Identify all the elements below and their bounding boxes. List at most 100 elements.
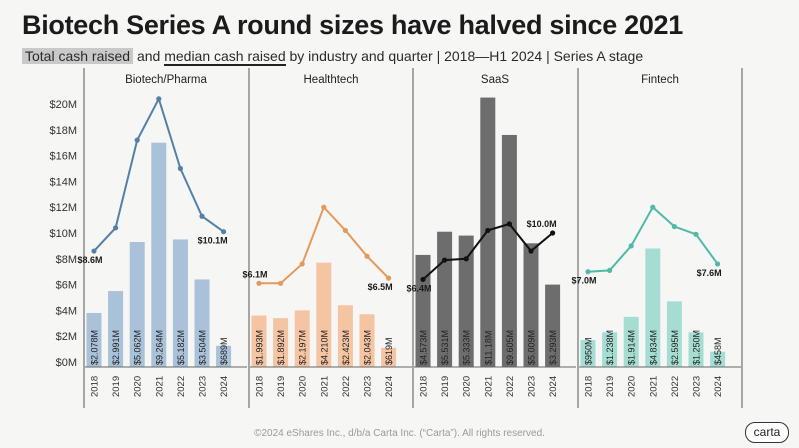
bar <box>415 254 431 367</box>
bar <box>437 231 453 367</box>
panel-title: Biotech/Pharma <box>125 74 207 86</box>
x-tick-label: 2021 <box>319 376 330 397</box>
bar <box>458 235 474 367</box>
bar-value-label: $2.991M <box>111 330 121 365</box>
bar-value-label: $1.914M <box>627 330 637 365</box>
x-tick-label: 2020 <box>627 376 638 397</box>
panel-title: Healthtech <box>304 74 359 86</box>
bar-value-label: $1.238M <box>605 330 615 365</box>
bar-value-label: $2.423M <box>341 330 351 365</box>
chart-title: Biotech Series A round sizes have halved… <box>22 10 683 40</box>
x-tick-label: 2018 <box>584 376 595 397</box>
median-point <box>715 261 721 267</box>
y-tick-label: $12M <box>49 202 77 214</box>
x-tick-label: 2024 <box>384 376 395 397</box>
x-tick-label: 2022 <box>670 376 681 397</box>
bar-value-label: $5.062M <box>133 330 143 365</box>
median-value-label: $6.5M <box>368 282 393 292</box>
x-tick-label: 2021 <box>648 376 659 397</box>
bar <box>273 318 289 367</box>
bar <box>86 312 102 367</box>
median-point <box>177 165 183 172</box>
bar <box>623 316 639 367</box>
bar-value-label: $3.293M <box>548 330 558 365</box>
bar-value-label: $4.210M <box>319 330 329 365</box>
x-tick-label: 2018 <box>90 376 101 397</box>
subtitle-and: and <box>133 48 165 64</box>
median-point <box>91 248 97 254</box>
median-point <box>463 256 469 262</box>
x-tick-label: 2019 <box>111 376 122 397</box>
median-point <box>299 261 305 267</box>
bar <box>523 243 539 367</box>
median-point <box>256 280 262 286</box>
x-tick-label: 2021 <box>154 376 165 397</box>
median-value-label: $8.6M <box>77 255 102 265</box>
x-tick-label: 2024 <box>548 376 559 397</box>
median-point <box>221 229 227 235</box>
y-tick-label: $6M <box>56 280 77 292</box>
x-tick-label: 2020 <box>462 376 473 397</box>
median-point <box>650 204 656 210</box>
median-value-label: $10.0M <box>527 219 557 229</box>
bar-value-label: $950M <box>584 337 594 365</box>
median-value-label: $6.1M <box>242 269 267 279</box>
median-value-label: $7.0M <box>571 276 596 286</box>
bar <box>359 314 375 367</box>
x-tick-label: 2021 <box>483 376 494 397</box>
x-tick-label: 2022 <box>176 376 187 397</box>
chart-subtitle: Total cash raised and median cash raised… <box>22 48 644 66</box>
median-point <box>528 248 534 254</box>
median-point <box>628 243 634 249</box>
median-point <box>485 227 491 234</box>
bar-value-label: $4.834M <box>648 330 658 365</box>
x-tick-label: 2019 <box>276 376 287 397</box>
median-point <box>278 280 284 286</box>
y-tick-label: $14M <box>49 176 77 188</box>
x-tick-label: 2018 <box>255 376 266 397</box>
x-tick-label: 2023 <box>527 376 538 397</box>
bar-value-label: $458M <box>713 337 723 365</box>
median-point <box>585 269 591 275</box>
x-tick-label: 2018 <box>419 376 430 397</box>
y-tick-label: $8M <box>56 254 77 266</box>
x-tick-label: 2023 <box>198 376 209 397</box>
bar <box>666 301 682 367</box>
x-tick-label: 2020 <box>133 376 144 397</box>
x-tick-label: 2022 <box>341 376 352 397</box>
median-point <box>506 221 512 227</box>
subtitle-rest: by industry and quarter | 2018—H1 2024 |… <box>285 48 644 64</box>
median-point <box>607 267 613 274</box>
bar-value-label: $2.197M <box>298 330 308 365</box>
copyright-footer: ©2024 eShares Inc., d/b/a Carta Inc. (“C… <box>254 428 545 439</box>
x-tick-label: 2022 <box>505 376 516 397</box>
bar-value-label: $1.892M <box>276 330 286 365</box>
bar <box>251 315 267 367</box>
median-point <box>321 204 327 210</box>
y-tick-label: $16M <box>49 151 77 163</box>
bar-value-label: $5.182M <box>176 330 186 365</box>
bar <box>337 305 353 367</box>
median-point <box>113 225 119 231</box>
bar-value-label: $689M <box>219 337 229 365</box>
median-point <box>342 227 348 234</box>
x-tick-label: 2023 <box>363 376 374 397</box>
bar-value-label: $1.250M <box>692 330 702 365</box>
x-tick-label: 2024 <box>713 376 724 397</box>
bar <box>194 279 210 367</box>
median-point <box>442 257 448 263</box>
bar <box>381 347 397 367</box>
bar-value-label: $5.333M <box>462 330 472 365</box>
bar <box>580 340 596 367</box>
median-point <box>364 253 370 259</box>
x-tick-label: 2024 <box>219 376 230 397</box>
y-tick-label: $2M <box>56 331 77 343</box>
panel-title: SaaS <box>481 74 509 86</box>
median-point <box>134 137 140 143</box>
median-point <box>693 231 699 237</box>
bar-value-label: $5.531M <box>440 330 450 365</box>
subtitle-median-underline: median cash raised <box>164 48 286 66</box>
bar-value-label: $2.078M <box>90 330 100 365</box>
x-tick-label: 2023 <box>692 376 703 397</box>
